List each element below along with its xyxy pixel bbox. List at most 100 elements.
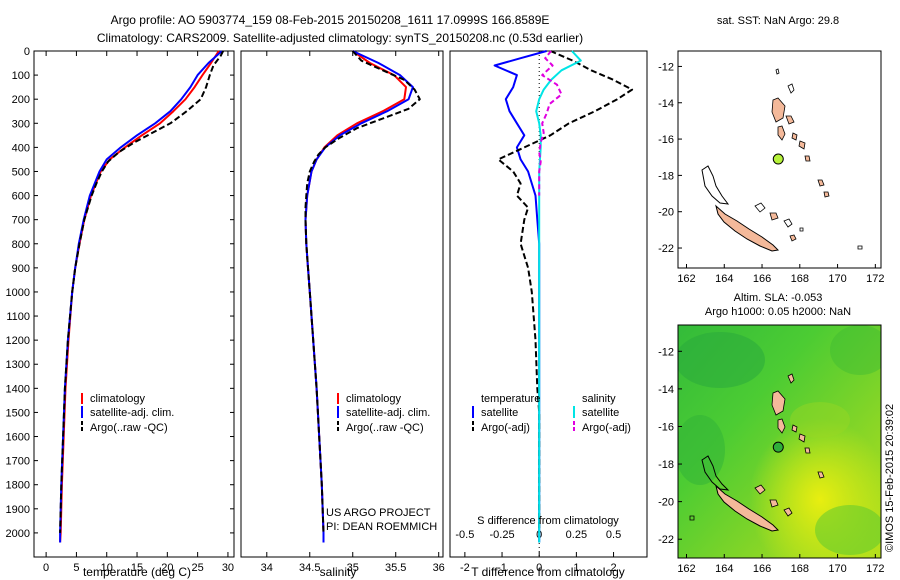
salinity-xlabel: salinity bbox=[320, 565, 357, 579]
new-caledonia-island bbox=[715, 204, 780, 252]
legend-label-satellite: satellite-adj. clim. bbox=[346, 407, 430, 419]
x-tick-label: 34 bbox=[261, 562, 273, 574]
temperature-panel: 0100200300400500600700800900100011001200… bbox=[6, 46, 235, 579]
y-tick-label: -12 bbox=[658, 346, 674, 358]
salinity-profiles bbox=[304, 50, 421, 543]
salinity-x-axis: 34 34.5 35 35.5 36 bbox=[261, 51, 445, 574]
x-tick-label: 168 bbox=[791, 273, 809, 285]
y-tick-label: -16 bbox=[658, 421, 674, 433]
y-tick-label: 1900 bbox=[6, 504, 30, 516]
y-tick-label: 400 bbox=[12, 142, 30, 154]
sst-map-coastlines bbox=[701, 68, 863, 252]
loyalty-island bbox=[754, 484, 766, 495]
x-tick-label: 164 bbox=[715, 563, 733, 575]
x-tick-label: 172 bbox=[866, 563, 884, 575]
x-tick-label: 170 bbox=[828, 563, 846, 575]
y-tick-label: -18 bbox=[658, 170, 674, 182]
float-marker bbox=[772, 153, 784, 165]
legend-label-climatology: climatology bbox=[346, 393, 402, 405]
loyalty-island bbox=[783, 507, 793, 517]
x-tick-label: 5 bbox=[73, 562, 79, 574]
sst-map-title: sat. SST: NaN Argo: 29.8 bbox=[717, 15, 839, 27]
y-tick-label: 300 bbox=[12, 118, 30, 130]
legend-title-salinity: salinity bbox=[582, 393, 616, 405]
x-tick-label: 168 bbox=[791, 563, 809, 575]
temperature-profiles bbox=[59, 50, 224, 543]
series-line-satellite-adj-clim- bbox=[304, 50, 414, 543]
vanuatu-island bbox=[777, 125, 786, 141]
sst-map: sat. SST: NaN Argo: 29.8 162 164 166 16 bbox=[658, 15, 884, 285]
y-tick-label: 1500 bbox=[6, 407, 30, 419]
x-tick-label: 170 bbox=[828, 273, 846, 285]
reef-island bbox=[799, 227, 804, 232]
x-tick-label: 10 bbox=[101, 562, 113, 574]
series-line-s-satellite bbox=[535, 50, 582, 543]
vanuatu-island bbox=[817, 471, 825, 479]
temperature-x-axis: 0 5 10 15 20 25 30 bbox=[43, 51, 234, 574]
y-tick-label: 1000 bbox=[6, 287, 30, 299]
series-line-t-argo-adj- bbox=[497, 50, 634, 533]
loyalty-island bbox=[783, 218, 793, 228]
s-tick-label: 0.5 bbox=[606, 529, 621, 541]
vanuatu-island bbox=[791, 132, 798, 141]
salinity-panel: 34 34.5 35 35.5 36 climatology satellite-adj… bbox=[240, 50, 445, 579]
imos-credit: ©IMOS 15-Feb-2015 20:39:02 bbox=[884, 404, 896, 552]
legend-title-temperature: temperature bbox=[481, 393, 540, 405]
y-tick-label: 2000 bbox=[6, 528, 30, 540]
y-tick-label: 100 bbox=[12, 70, 30, 82]
vanuatu-island bbox=[771, 97, 786, 123]
y-tick-label: 600 bbox=[12, 191, 30, 203]
sst-map-axes: 162 164 166 168 170 172 -12 -14 -16 -18 -20 -22 bbox=[658, 61, 884, 285]
legend-label-satellite: satellite-adj. clim. bbox=[90, 407, 174, 419]
depth-axis: 0 100 200 300 400 500 600 700 800 900 1000 1100 1200… bbox=[6, 46, 234, 540]
sla-map: Altim. SLA: -0.053 Argo h1000: 0.05 h200… bbox=[658, 292, 884, 575]
figure-title-line2: Climatology: CARS2009. Satellite-adjuste… bbox=[97, 31, 583, 45]
y-tick-label: 700 bbox=[12, 215, 30, 227]
s-tick-label: -0.5 bbox=[455, 529, 474, 541]
legend-label-t-satellite: satellite bbox=[481, 407, 518, 419]
y-tick-label: 1400 bbox=[6, 383, 30, 395]
x-tick-label: 162 bbox=[677, 563, 695, 575]
sla-map-axes: 162 164 166 168 170 172 -12 -14 -16 -18 -20 -22 bbox=[658, 346, 884, 575]
pi-label: PI: DEAN ROEMMICH bbox=[326, 521, 437, 533]
legend-label-argo: Argo(..raw -QC) bbox=[90, 422, 168, 434]
series-line-climatology bbox=[59, 50, 220, 543]
t-diff-xlabel: T difference from climatology bbox=[471, 565, 625, 579]
vanuatu-island bbox=[771, 390, 786, 416]
torres-island bbox=[775, 68, 780, 75]
x-tick-label: -1 bbox=[497, 562, 507, 574]
y-tick-label: 1600 bbox=[6, 432, 30, 444]
y-tick-label: 800 bbox=[12, 239, 30, 251]
x-tick-label: 164 bbox=[715, 273, 733, 285]
legend-label-s-argo: Argo(-adj) bbox=[582, 422, 631, 434]
legend-label-s-satellite: satellite bbox=[582, 407, 619, 419]
x-tick-label: 34.5 bbox=[299, 562, 320, 574]
y-tick-label: 1100 bbox=[6, 311, 30, 323]
x-tick-label: 172 bbox=[866, 273, 884, 285]
sla-map-title-line2: Argo h1000: 0.05 h2000: NaN bbox=[705, 306, 851, 318]
x-tick-label: 1 bbox=[573, 562, 579, 574]
figure-title-line1: Argo profile: AO 5903774_159 08-Feb-2015… bbox=[111, 13, 550, 27]
vanuatu-island bbox=[798, 433, 806, 443]
y-tick-label: 1300 bbox=[6, 359, 30, 371]
x-tick-label: 35.5 bbox=[385, 562, 406, 574]
reef-island bbox=[689, 515, 695, 521]
y-tick-label: -14 bbox=[658, 384, 674, 396]
float-marker bbox=[772, 441, 784, 453]
y-tick-label: 1200 bbox=[6, 335, 30, 347]
x-tick-label: 0 bbox=[536, 562, 542, 574]
loyalty-island bbox=[769, 212, 779, 221]
x-tick-label: 15 bbox=[131, 562, 143, 574]
y-tick-label: 500 bbox=[12, 166, 30, 178]
x-tick-label: 30 bbox=[222, 562, 234, 574]
isle-of-pines bbox=[789, 234, 797, 242]
y-tick-label: 200 bbox=[12, 94, 30, 106]
sla-map-title-line1: Altim. SLA: -0.053 bbox=[734, 292, 823, 304]
x-tick-label: 35 bbox=[347, 562, 359, 574]
x-tick-label: 166 bbox=[753, 273, 771, 285]
reef-outline bbox=[701, 455, 730, 491]
series-line-s-argo-adj- bbox=[538, 50, 563, 196]
project-label: US ARGO PROJECT bbox=[326, 507, 431, 519]
